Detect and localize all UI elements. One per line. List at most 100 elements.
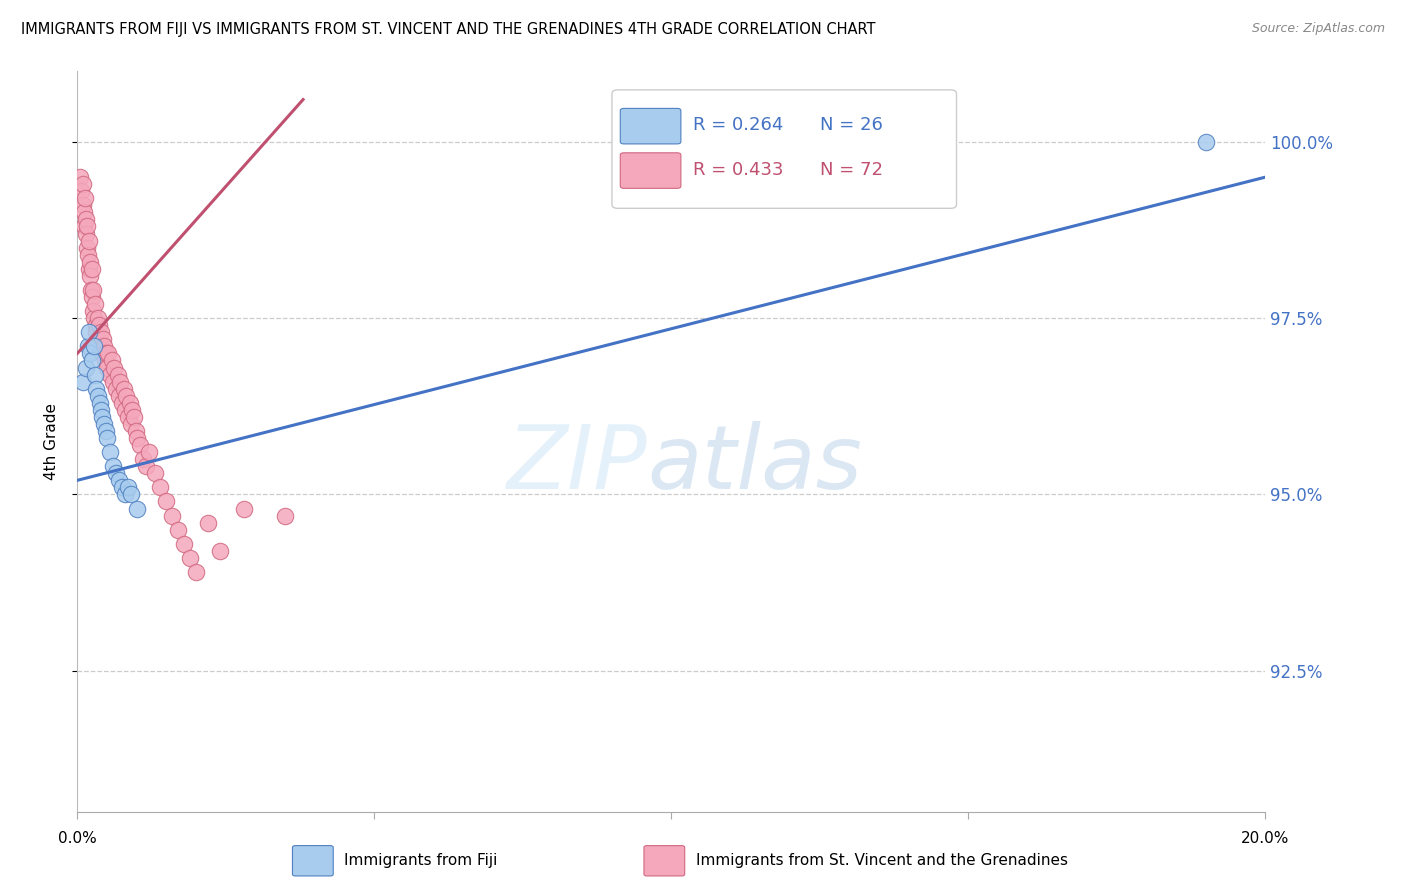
Point — [79, 346, 101, 360]
Point — [73, 205, 96, 219]
Point — [89, 396, 111, 410]
Text: atlas: atlas — [648, 421, 862, 507]
Point — [274, 508, 297, 523]
Point — [82, 283, 104, 297]
Point — [104, 467, 127, 481]
Point — [115, 389, 138, 403]
Point — [114, 402, 136, 417]
Point — [72, 375, 94, 389]
Point — [138, 445, 160, 459]
Point — [117, 480, 139, 494]
Point — [111, 480, 134, 494]
Point — [96, 431, 118, 445]
Point — [135, 459, 157, 474]
Point — [93, 353, 115, 368]
Point — [121, 402, 143, 417]
Point — [86, 325, 108, 339]
Point — [131, 452, 153, 467]
Point — [101, 375, 124, 389]
Point — [83, 339, 105, 353]
Text: N = 72: N = 72 — [820, 161, 883, 178]
Point — [108, 389, 131, 403]
Point — [96, 360, 118, 375]
Point — [80, 283, 103, 297]
Point — [75, 227, 97, 241]
Point — [84, 318, 107, 333]
Point — [98, 368, 121, 382]
Point — [104, 382, 127, 396]
Point — [162, 508, 184, 523]
Point — [86, 311, 108, 326]
Point — [112, 382, 135, 396]
Text: R = 0.433: R = 0.433 — [693, 161, 783, 178]
Point — [120, 417, 142, 431]
Text: 20.0%: 20.0% — [1241, 831, 1289, 847]
Text: N = 26: N = 26 — [820, 117, 883, 135]
Text: ZIP: ZIP — [506, 421, 648, 507]
Point — [128, 438, 150, 452]
Point — [76, 219, 98, 234]
Point — [75, 360, 97, 375]
Point — [93, 332, 115, 346]
Point — [179, 550, 201, 565]
Point — [82, 353, 104, 368]
Point — [77, 325, 100, 339]
Text: Immigrants from Fiji: Immigrants from Fiji — [344, 854, 498, 868]
Text: IMMIGRANTS FROM FIJI VS IMMIGRANTS FROM ST. VINCENT AND THE GRENADINES 4TH GRADE: IMMIGRANTS FROM FIJI VS IMMIGRANTS FROM … — [21, 22, 876, 37]
Point — [87, 332, 110, 346]
Point — [73, 219, 96, 234]
Point — [86, 382, 108, 396]
Point — [103, 360, 125, 375]
Point — [107, 368, 129, 382]
Point — [143, 467, 166, 481]
Point — [77, 234, 100, 248]
Point — [117, 409, 139, 424]
Point — [77, 339, 100, 353]
FancyBboxPatch shape — [612, 90, 956, 209]
Point — [101, 459, 124, 474]
Text: 0.0%: 0.0% — [58, 831, 97, 847]
Point — [72, 177, 94, 191]
Point — [91, 409, 114, 424]
Point — [80, 261, 103, 276]
Point — [197, 516, 219, 530]
Text: Source: ZipAtlas.com: Source: ZipAtlas.com — [1251, 22, 1385, 36]
Point — [84, 368, 107, 382]
Point — [72, 198, 94, 212]
Point — [70, 184, 93, 198]
Point — [108, 375, 131, 389]
Point — [77, 248, 100, 262]
Point — [93, 339, 115, 353]
Point — [186, 565, 208, 579]
Point — [101, 353, 124, 368]
Point — [82, 290, 104, 304]
FancyBboxPatch shape — [620, 153, 681, 188]
Point — [91, 346, 114, 360]
Y-axis label: 4th Grade: 4th Grade — [44, 403, 59, 480]
Point — [125, 501, 148, 516]
Point — [167, 523, 190, 537]
Point — [125, 431, 148, 445]
Point — [90, 402, 112, 417]
Point — [94, 346, 117, 360]
Point — [93, 417, 115, 431]
Point — [73, 191, 96, 205]
Point — [77, 261, 100, 276]
Text: Immigrants from St. Vincent and the Grenadines: Immigrants from St. Vincent and the Gren… — [696, 854, 1069, 868]
Point — [208, 544, 231, 558]
FancyBboxPatch shape — [292, 846, 333, 876]
Point — [82, 304, 104, 318]
Point — [149, 480, 172, 494]
Point — [97, 346, 120, 360]
Point — [120, 487, 142, 501]
Point — [79, 268, 101, 283]
Point — [83, 311, 105, 326]
Point — [124, 424, 146, 438]
FancyBboxPatch shape — [644, 846, 685, 876]
Point — [89, 339, 111, 353]
Point — [75, 212, 97, 227]
Point — [84, 297, 107, 311]
Point — [87, 318, 110, 333]
Point — [108, 473, 131, 487]
Point — [173, 537, 195, 551]
